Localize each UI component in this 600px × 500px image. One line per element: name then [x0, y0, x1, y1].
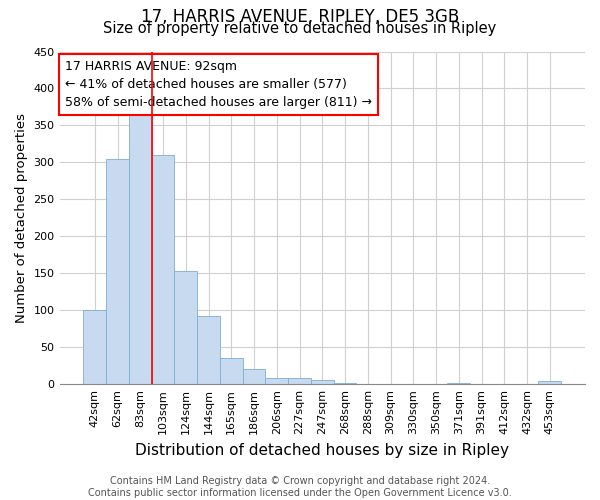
- Bar: [288, 378, 311, 384]
- Bar: [197, 316, 220, 384]
- Text: Size of property relative to detached houses in Ripley: Size of property relative to detached ho…: [103, 21, 497, 36]
- Text: Contains HM Land Registry data © Crown copyright and database right 2024.
Contai: Contains HM Land Registry data © Crown c…: [88, 476, 512, 498]
- Bar: [83, 310, 106, 384]
- Y-axis label: Number of detached properties: Number of detached properties: [15, 113, 28, 323]
- Bar: [242, 370, 265, 384]
- Bar: [129, 110, 152, 384]
- Bar: [311, 380, 334, 384]
- Bar: [175, 271, 197, 384]
- Bar: [152, 155, 175, 384]
- Bar: [106, 158, 129, 384]
- Text: 17 HARRIS AVENUE: 92sqm
← 41% of detached houses are smaller (577)
58% of semi-d: 17 HARRIS AVENUE: 92sqm ← 41% of detache…: [65, 60, 372, 109]
- Bar: [220, 358, 242, 384]
- X-axis label: Distribution of detached houses by size in Ripley: Distribution of detached houses by size …: [135, 442, 509, 458]
- Text: 17, HARRIS AVENUE, RIPLEY, DE5 3GB: 17, HARRIS AVENUE, RIPLEY, DE5 3GB: [141, 8, 459, 26]
- Bar: [538, 381, 561, 384]
- Bar: [265, 378, 288, 384]
